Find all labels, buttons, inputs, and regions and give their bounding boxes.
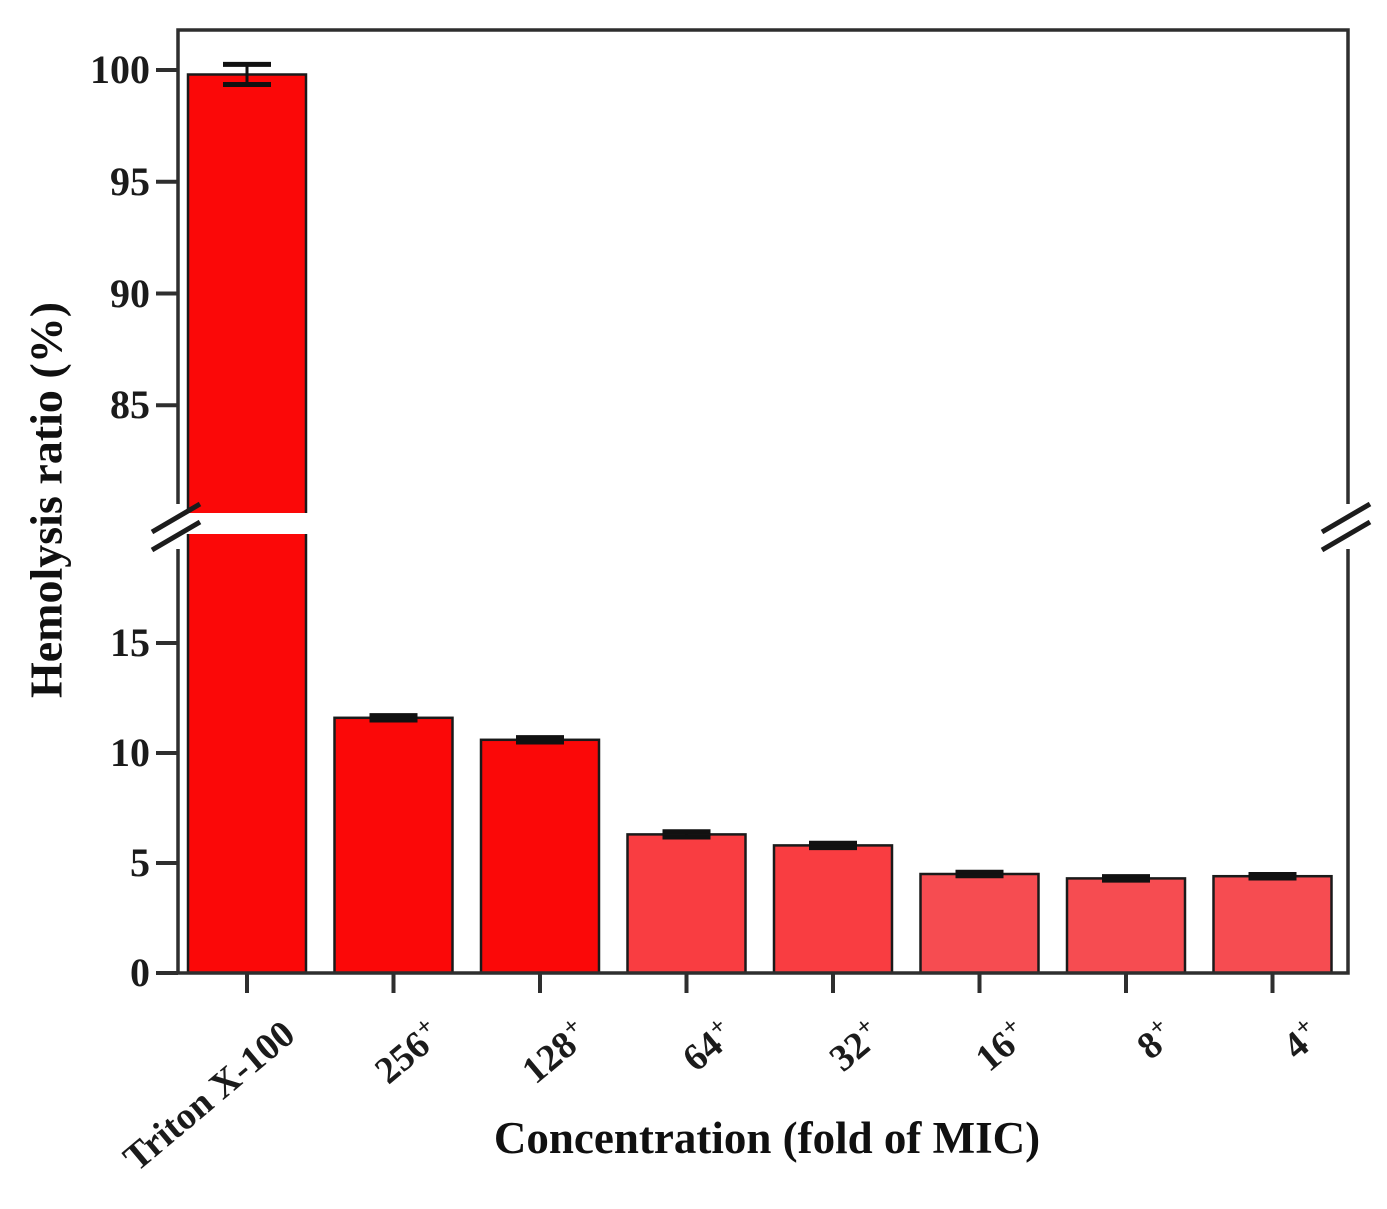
y-tick-label: 15 — [110, 620, 150, 665]
bar-64 — [626, 833, 747, 975]
bar-32 — [772, 844, 894, 975]
x-axis-title: Concentration (fold of MIC) — [493, 1113, 1041, 1163]
bar-16 — [919, 872, 1040, 975]
y-tick-label: 10 — [110, 730, 150, 775]
bar-256 — [333, 716, 454, 975]
bar-8 — [1065, 877, 1187, 975]
y-tick-label: 100 — [90, 47, 150, 92]
bar-edge — [186, 534, 308, 973]
y-axis-title: Hemolysis ratio (%) — [20, 301, 72, 699]
bar-4 — [1212, 874, 1333, 975]
y-tick-label: 0 — [130, 950, 150, 995]
axis-break-slash — [150, 519, 202, 553]
y-tick-label: 95 — [110, 158, 150, 204]
y-tick-label: 5 — [130, 840, 150, 885]
bar-Triton X-100-lower — [188, 534, 306, 973]
bar-Triton X-100 — [188, 74, 306, 513]
axis-break-slash — [1320, 501, 1372, 535]
bar-128 — [479, 738, 601, 975]
plot-frame — [176, 28, 1350, 975]
axis-break-slash — [150, 501, 202, 535]
axis-break-gap — [174, 504, 182, 549]
axis-break-slash — [1320, 519, 1372, 553]
axis-break-gap — [1344, 504, 1352, 549]
y-tick-label: 85 — [110, 382, 150, 428]
y-tick-label: 90 — [110, 270, 150, 316]
